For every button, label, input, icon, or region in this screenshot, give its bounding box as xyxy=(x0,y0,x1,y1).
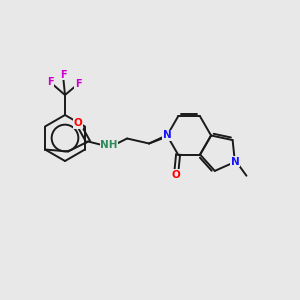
Text: N: N xyxy=(163,130,172,140)
Text: F: F xyxy=(60,70,66,80)
Text: F: F xyxy=(47,77,53,87)
Text: F: F xyxy=(75,79,81,89)
Text: NH: NH xyxy=(100,140,118,151)
Text: O: O xyxy=(74,118,82,128)
Text: N: N xyxy=(230,157,239,167)
Text: O: O xyxy=(172,169,181,180)
